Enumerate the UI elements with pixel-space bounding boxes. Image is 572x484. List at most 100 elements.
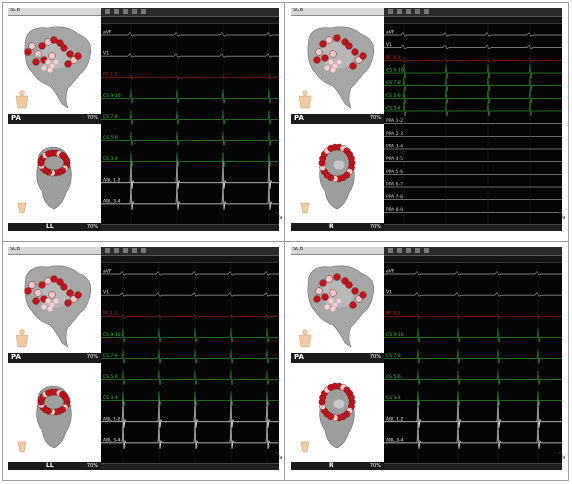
egm-subtoolbar — [384, 256, 562, 263]
channel-label: CS 9-10 — [386, 332, 404, 338]
channel-label: CS 7-8 — [386, 353, 401, 359]
channel-trace — [384, 391, 562, 406]
channel-label: CS 5-6 — [103, 135, 118, 141]
egm-status-bar — [101, 463, 279, 470]
channel-label: CS 5-6 — [103, 374, 118, 380]
heart-model-svg — [17, 385, 72, 453]
channel-trace — [384, 89, 562, 104]
channel-label: CS 7-8 — [103, 114, 118, 120]
channel-trace — [384, 44, 562, 50]
toolbar-button[interactable] — [105, 248, 110, 253]
toolbar-button[interactable] — [141, 9, 146, 14]
channel-label: aVF — [386, 30, 395, 36]
map-toolbar: SCB — [291, 247, 384, 255]
view-orientation-label: PA — [294, 114, 304, 122]
toolbar-button[interactable] — [424, 9, 429, 14]
heart-model-svg — [15, 265, 92, 348]
egm-toolbar — [384, 247, 562, 256]
channel-trace — [101, 152, 279, 167]
egm-subtoolbar — [101, 17, 279, 24]
egm-traces: aVF V1 RF 1-2 CS 9-10 CS 7-8 CS 5-6 CS 3-4 PPA … — [384, 24, 562, 224]
toolbar-button[interactable] — [132, 9, 137, 14]
zoom-level: 70% — [369, 354, 381, 360]
map-toolbar: SCB — [8, 8, 101, 16]
anatomy-model-bottom — [8, 125, 101, 221]
channel-trace — [101, 53, 279, 58]
view-orientation-label: LL — [46, 462, 54, 469]
toolbar-button[interactable] — [388, 248, 393, 253]
channel-trace — [101, 292, 279, 297]
egm-toolbar — [101, 8, 279, 17]
anatomy-model-bottom — [291, 364, 384, 460]
channel-label: PPA 4-5 — [386, 156, 403, 162]
channel-label: PPA 3-4 — [386, 144, 403, 150]
channel-trace — [384, 399, 562, 428]
channel-trace — [384, 57, 562, 64]
toolbar-button[interactable] — [123, 9, 128, 14]
toolbar-button[interactable] — [406, 248, 411, 253]
channel-label: CS 7-8 — [386, 80, 401, 86]
heart-model-svg — [298, 26, 375, 109]
zoom-level: 70% — [86, 115, 98, 121]
toolbar-button[interactable] — [105, 9, 110, 14]
view-label-bar: R 70% — [291, 223, 384, 231]
resize-cursor-icon: ⤡ — [275, 211, 283, 221]
toolbar-button[interactable] — [123, 248, 128, 253]
map-toolbar: SCB — [8, 247, 101, 255]
toolbar-button[interactable] — [397, 248, 402, 253]
toolbar-button[interactable] — [132, 248, 137, 253]
channel-label: V1 — [386, 42, 392, 48]
map-toolbar-title: SCB — [10, 8, 21, 13]
channel-label: PPA 2-3 — [386, 131, 403, 137]
egm-traces: aVF V1 RF 1-2 CS 9-10 CS 7-8 CS 5-6 CS 3-4 ABL … — [101, 263, 279, 463]
channel-trace — [384, 32, 562, 37]
toolbar-button[interactable] — [406, 9, 411, 14]
electrogram-panel: aVF V1 RF 1-2 CS 9-10 CS 7-8 CS 5-6 CS 3-4 ABL … — [101, 8, 279, 231]
toolbar-button[interactable] — [388, 9, 393, 14]
egm-toolbar — [384, 8, 562, 17]
toolbar-button[interactable] — [114, 9, 119, 14]
view-label-bar: LL 70% — [8, 223, 101, 231]
map-view-column: SCB PA 70% LL 70% — [8, 247, 101, 470]
electrogram-panel: aVF V1 RF 1-2 CS 9-10 CS 7-8 CS 5-6 CS 3-4 ABL … — [384, 247, 562, 470]
toolbar-button[interactable] — [415, 248, 420, 253]
channel-trace — [101, 110, 279, 125]
channel-label: ABL 3-4 — [386, 437, 404, 443]
toolbar-button[interactable] — [415, 9, 420, 14]
map-toolbar-title: SCB — [293, 247, 304, 252]
channel-trace — [101, 160, 279, 189]
channel-label: CS 3-4 — [103, 395, 118, 401]
zoom-level: 70% — [86, 463, 98, 469]
zoom-level: 70% — [86, 354, 98, 360]
view-orientation-label: PA — [11, 353, 21, 361]
zoom-level: 70% — [369, 463, 381, 469]
map-view-column: SCB PA 70% R 70% — [291, 8, 384, 231]
channel-label: RF 1-2 — [103, 72, 118, 78]
view-orientation-label: R — [329, 462, 334, 469]
channel-label: ABL 1-2 — [386, 416, 404, 422]
channel-label: CS 9-10 — [103, 332, 121, 338]
channel-label: CS 3-4 — [103, 156, 118, 162]
heart-model-svg — [15, 26, 92, 109]
view-orientation-label: LL — [46, 223, 54, 230]
toolbar-button[interactable] — [114, 248, 119, 253]
channel-label: PPA 1-2 — [386, 118, 403, 124]
channel-label: V1 — [103, 290, 109, 296]
toolbar-button[interactable] — [397, 9, 402, 14]
anatomy-model-top — [8, 255, 101, 353]
egm-subtoolbar — [101, 256, 279, 263]
toolbar-button[interactable] — [424, 248, 429, 253]
channel-label: RF 1-2 — [386, 311, 401, 317]
channel-label: RF 1-2 — [103, 311, 118, 317]
channel-label: RF 1-2 — [386, 55, 401, 61]
channel-trace — [101, 131, 279, 146]
zoom-level: 70% — [86, 224, 98, 230]
view-label-bar: PA 70% — [8, 353, 101, 363]
resize-cursor-icon: ⤡ — [558, 211, 566, 221]
anatomy-model-top — [291, 16, 384, 114]
heart-model-svg — [17, 146, 72, 214]
toolbar-button[interactable] — [141, 248, 146, 253]
view-orientation-label: PA — [11, 114, 21, 122]
channel-label: CS 7-8 — [103, 353, 118, 359]
